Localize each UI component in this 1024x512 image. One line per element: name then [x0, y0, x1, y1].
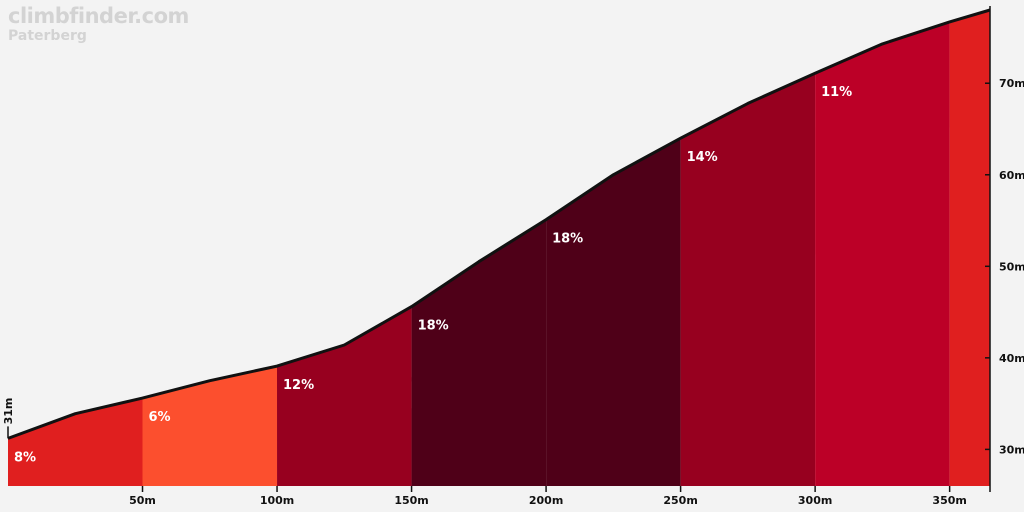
- profile-line: [7, 8, 991, 440]
- x-tick-label: 300m: [798, 494, 832, 507]
- site-name: climbfinder.com: [8, 4, 189, 28]
- grade-segment-5: [546, 138, 681, 486]
- y-tick-label: 50m: [999, 260, 1024, 273]
- grade-label-2: 6%: [149, 410, 171, 425]
- grade-label-4: 18%: [418, 319, 449, 334]
- y-tick-label: 70m: [999, 77, 1024, 90]
- grade-segment-6: [680, 73, 816, 486]
- x-tick-label: 100m: [260, 494, 294, 507]
- y-tick-label: 40m: [999, 352, 1024, 365]
- x-tick-label: 150m: [394, 494, 428, 507]
- y-tick-label: 30m: [999, 443, 1024, 456]
- x-tick-label: 350m: [932, 494, 966, 507]
- x-tick-label: 50m: [129, 494, 156, 507]
- x-tick-label: 200m: [529, 494, 563, 507]
- brand-watermark: climbfinder.com Paterberg: [8, 4, 189, 44]
- climb-name: Paterberg: [8, 28, 87, 44]
- grade-segment-1: [8, 398, 143, 486]
- grade-segment-3: [277, 306, 412, 486]
- grade-segment-8: [949, 10, 990, 486]
- grade-label-5: 18%: [552, 232, 583, 247]
- grade-segment-2: [142, 366, 278, 486]
- grade-label-1: 8%: [14, 450, 36, 465]
- grade-segment-4: [411, 219, 547, 486]
- x-tick-label: 250m: [663, 494, 697, 507]
- start-elevation-label: 31m: [2, 398, 15, 425]
- grade-label-6: 14%: [687, 150, 718, 165]
- y-tick-label: 60m: [999, 169, 1024, 182]
- grade-segment-7: [815, 21, 950, 487]
- grade-label-7: 11%: [821, 85, 852, 100]
- grade-label-3: 12%: [283, 378, 314, 393]
